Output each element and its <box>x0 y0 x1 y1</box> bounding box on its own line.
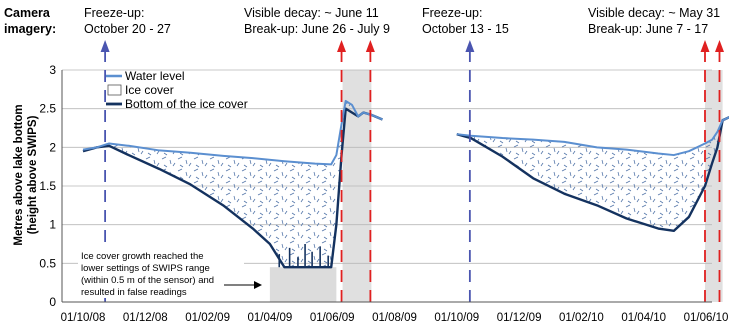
x-tick-label-2: 01/02/09 <box>185 312 230 324</box>
annotation-breakup-2010-line2: Break-up: June 7 - 17 <box>588 22 708 36</box>
annotation-freeze-2009-line2: October 13 - 15 <box>422 22 509 36</box>
annotation-breakup-2009-line1: Visible decay: ~ June 11 <box>244 6 379 20</box>
annotation-breakup-2010-line1: Visible decay: ~ May 31 <box>588 6 720 20</box>
false-readings-note: Ice cover growth reached the lower setti… <box>78 248 262 298</box>
breakup-marker-2-arrowhead <box>700 40 710 52</box>
x-tick-label-5: 01/08/09 <box>372 312 417 324</box>
annotation-freeze-2008-line2: October 20 - 27 <box>84 22 171 36</box>
annotation-breakup-2009-line2: Break-up: June 26 - July 9 <box>244 22 390 36</box>
x-tick-label-3: 01/04/09 <box>248 312 293 324</box>
x-tick-label-1: 01/12/08 <box>123 312 168 324</box>
breakup-marker-0-arrowhead <box>337 40 347 52</box>
y-tick-label-5: 2.5 <box>39 102 56 116</box>
legend: Water level Ice cover Bottom of the ice … <box>106 69 248 111</box>
x-tick-label-9: 01/04/10 <box>621 312 666 324</box>
y-tick-label-1: 0.5 <box>39 256 56 270</box>
x-tick-label-4: 01/06/09 <box>310 312 355 324</box>
breakup-marker-3-arrowhead <box>714 40 724 52</box>
legend-ice-cover-swatch <box>107 84 122 96</box>
y-tick-label-3: 1.5 <box>39 179 56 193</box>
legend-ice-cover-label: Ice cover <box>125 83 174 97</box>
x-tick-label-6: 01/10/09 <box>434 312 479 324</box>
note-line-3: (within 0.5 m of the sensor) and <box>81 275 214 286</box>
annotation-freeze-2009-line1: Freeze-up: <box>422 6 482 20</box>
y-tick-label-4: 2 <box>49 140 56 154</box>
note-line-1: Ice cover growth reached the <box>81 251 204 262</box>
ice-cover-area-0 <box>83 100 383 268</box>
x-tick-label-10: 01/06/10 <box>684 312 729 324</box>
water-level-line-0 <box>82 99 383 166</box>
legend-bottom-ice-label: Bottom of the ice cover <box>125 97 248 111</box>
ice-cover-area-1 <box>456 117 729 231</box>
annotation-freeze-2008-line1: Freeze-up: <box>84 6 144 20</box>
y-tick-label-2: 1 <box>49 218 56 232</box>
breakup-marker-1-arrowhead <box>365 40 375 52</box>
x-tick-label-7: 01/12/09 <box>497 312 542 324</box>
note-line-4: resulted in false readings <box>81 287 187 298</box>
legend-water-level-label: Water level <box>125 69 185 83</box>
false-readings-zone <box>269 267 337 302</box>
y-axis-title: Metres above lake bottom <box>13 104 25 245</box>
freeze-up-marker-1-arrowhead <box>465 40 475 52</box>
y-tick-label-0: 0 <box>49 295 56 309</box>
x-tick-label-0: 01/10/08 <box>61 312 106 324</box>
x-tick-label-8: 01/02/10 <box>559 312 604 324</box>
water-level-line-1 <box>456 116 729 157</box>
y-axis-subtitle: (height above SWIPS) <box>27 115 39 234</box>
y-tick-label-6: 3 <box>49 63 56 77</box>
note-line-2: lower settings of SWIPS range <box>81 263 210 274</box>
camera-label-line1: Camera <box>4 6 51 20</box>
freeze-up-marker-0-arrowhead <box>100 40 110 52</box>
note-box <box>78 248 244 298</box>
camera-label-line2: imagery: <box>4 22 56 36</box>
note-arrow-head <box>254 281 262 289</box>
